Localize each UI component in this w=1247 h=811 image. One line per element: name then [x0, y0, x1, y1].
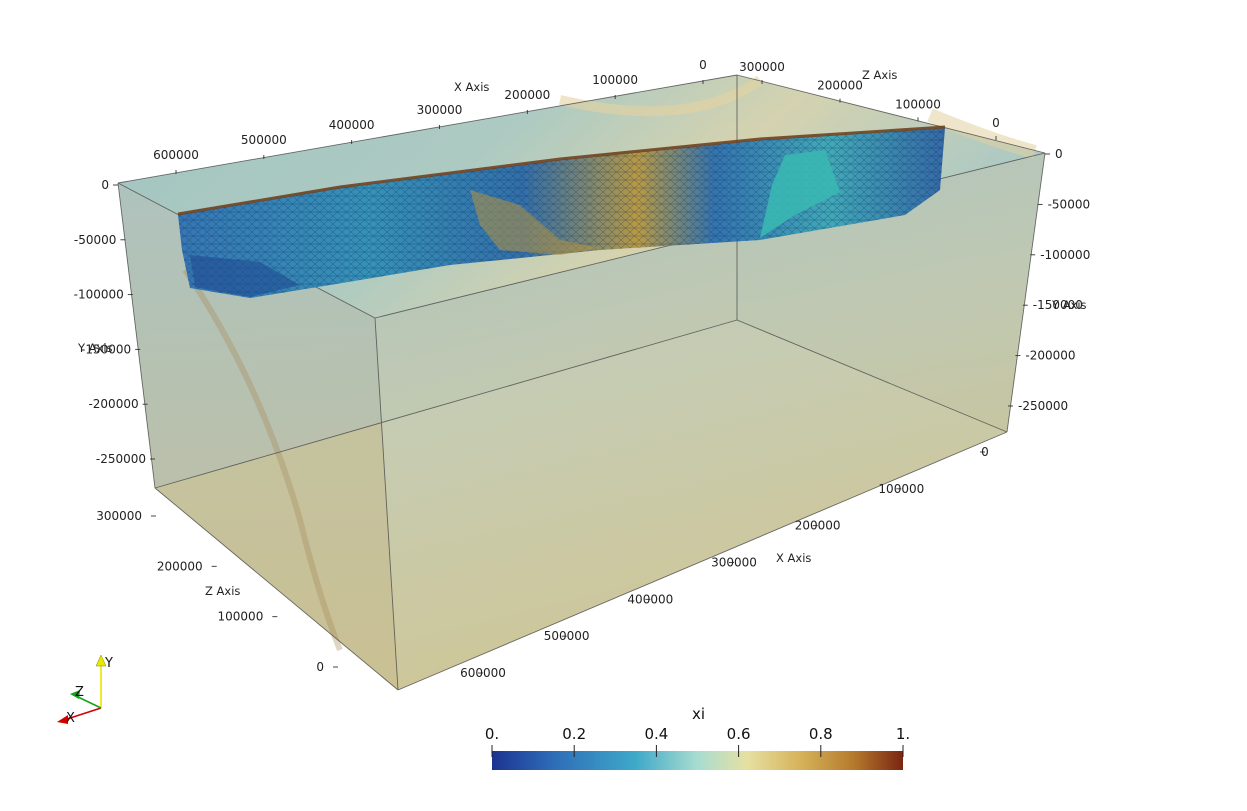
mesh-surface[interactable]: [177, 125, 946, 298]
top-face-streak: [927, 108, 1037, 159]
bottom-x-tick-label: 200000: [795, 519, 841, 533]
bottom-x-tick-label: 0: [981, 445, 989, 459]
color-legend: xi 0. 0.2 0.4 0.6 0.8 1.: [485, 705, 910, 770]
bottom-z-tick-label: 300000: [96, 509, 142, 523]
bottom-z-tick-label: 0: [316, 660, 324, 674]
left-face-streak: [182, 268, 343, 652]
axis-ticks: 600000 500000 400000 300000 200000 100000 0 300…: [74, 58, 1091, 680]
top-x-tick-label: 300000: [417, 103, 463, 117]
box-front-face: [375, 153, 1045, 690]
colorbar-tick-label: 1.: [896, 725, 910, 743]
right-y-tick-label: -200000: [1025, 349, 1075, 363]
top-z-tick-label: 0: [992, 116, 1000, 130]
triad-y-arrowhead: [95, 654, 107, 667]
bottom-z-tick-label: 100000: [218, 610, 264, 624]
bottom-z-axis-title: Z Axis: [205, 584, 240, 598]
bottom-x-tick-label: 500000: [544, 629, 590, 643]
bottom-x-tick-label: 600000: [460, 666, 506, 680]
left-y-tick-label: -200000: [88, 397, 138, 411]
top-z-axis-title: Z Axis: [862, 68, 897, 82]
top-x-tick-label: 500000: [241, 133, 287, 147]
triad-z-arrowhead: [70, 690, 80, 699]
bottom-x-tick-label: 100000: [878, 482, 924, 496]
triad-x-label: X: [66, 711, 75, 726]
top-face-streak: [558, 75, 763, 117]
top-x-tick-label: 100000: [592, 73, 638, 87]
colorbar-tick-label: 0.8: [809, 725, 833, 743]
top-x-tick-label: 200000: [504, 88, 550, 102]
bottom-x-axis-title: X Axis: [776, 551, 811, 565]
colorbar-tick-label: 0.2: [562, 725, 586, 743]
slab-dark-patch: [190, 255, 300, 297]
bottom-z-tick-label: 200000: [157, 559, 203, 573]
top-x-tick-label: 600000: [153, 148, 199, 162]
top-x-tick-label: 400000: [329, 118, 375, 132]
slab-top-edge: [177, 125, 946, 216]
slab-brown-patch: [470, 190, 600, 255]
colorbar-tick-label: 0.4: [644, 725, 668, 743]
triad-x-arrowhead: [57, 715, 68, 724]
top-x-axis-title: X Axis: [454, 80, 489, 94]
triad-z-label: Z: [75, 685, 84, 700]
slab-teal-patch: [760, 150, 840, 238]
left-y-tick-label: -250000: [96, 452, 146, 466]
colorbar-gradient: [492, 751, 903, 770]
top-x-tick-label: 0: [699, 58, 707, 72]
triad-z-axis: [75, 695, 102, 709]
right-y-tick-label: -100000: [1040, 248, 1090, 262]
left-y-axis-title: Y Axis: [77, 341, 113, 355]
left-y-tick-label: -100000: [74, 288, 124, 302]
colorbar-ticks: 0. 0.2 0.4 0.6 0.8 1.: [485, 725, 910, 757]
triad-x-axis: [63, 707, 102, 721]
orientation-axes[interactable]: Y Z X: [57, 654, 113, 726]
bottom-x-tick-label: 300000: [711, 556, 757, 570]
triad-y-label: Y: [104, 656, 113, 671]
left-y-tick-label: -150000: [81, 342, 131, 356]
colorbar-tick-label: 0.6: [727, 725, 751, 743]
right-y-tick-label: -150000: [1033, 298, 1083, 312]
colorbar-tick-label: 0.: [485, 725, 499, 743]
bottom-x-tick-label: 400000: [627, 592, 673, 606]
left-y-tick-label: 0: [101, 178, 109, 192]
slab-mesh-overlay: [178, 128, 945, 298]
right-y-tick-label: -50000: [1048, 197, 1091, 211]
right-y-axis-title: Y Axis: [1051, 298, 1087, 312]
top-z-tick-label: 100000: [895, 97, 941, 111]
top-z-tick-label: 200000: [817, 79, 863, 93]
colorbar-title: xi: [692, 705, 705, 723]
right-y-tick-label: 0: [1055, 147, 1063, 161]
right-y-tick-label: -250000: [1018, 399, 1068, 413]
left-y-tick-label: -50000: [74, 233, 117, 247]
top-z-tick-label: 300000: [739, 60, 785, 74]
